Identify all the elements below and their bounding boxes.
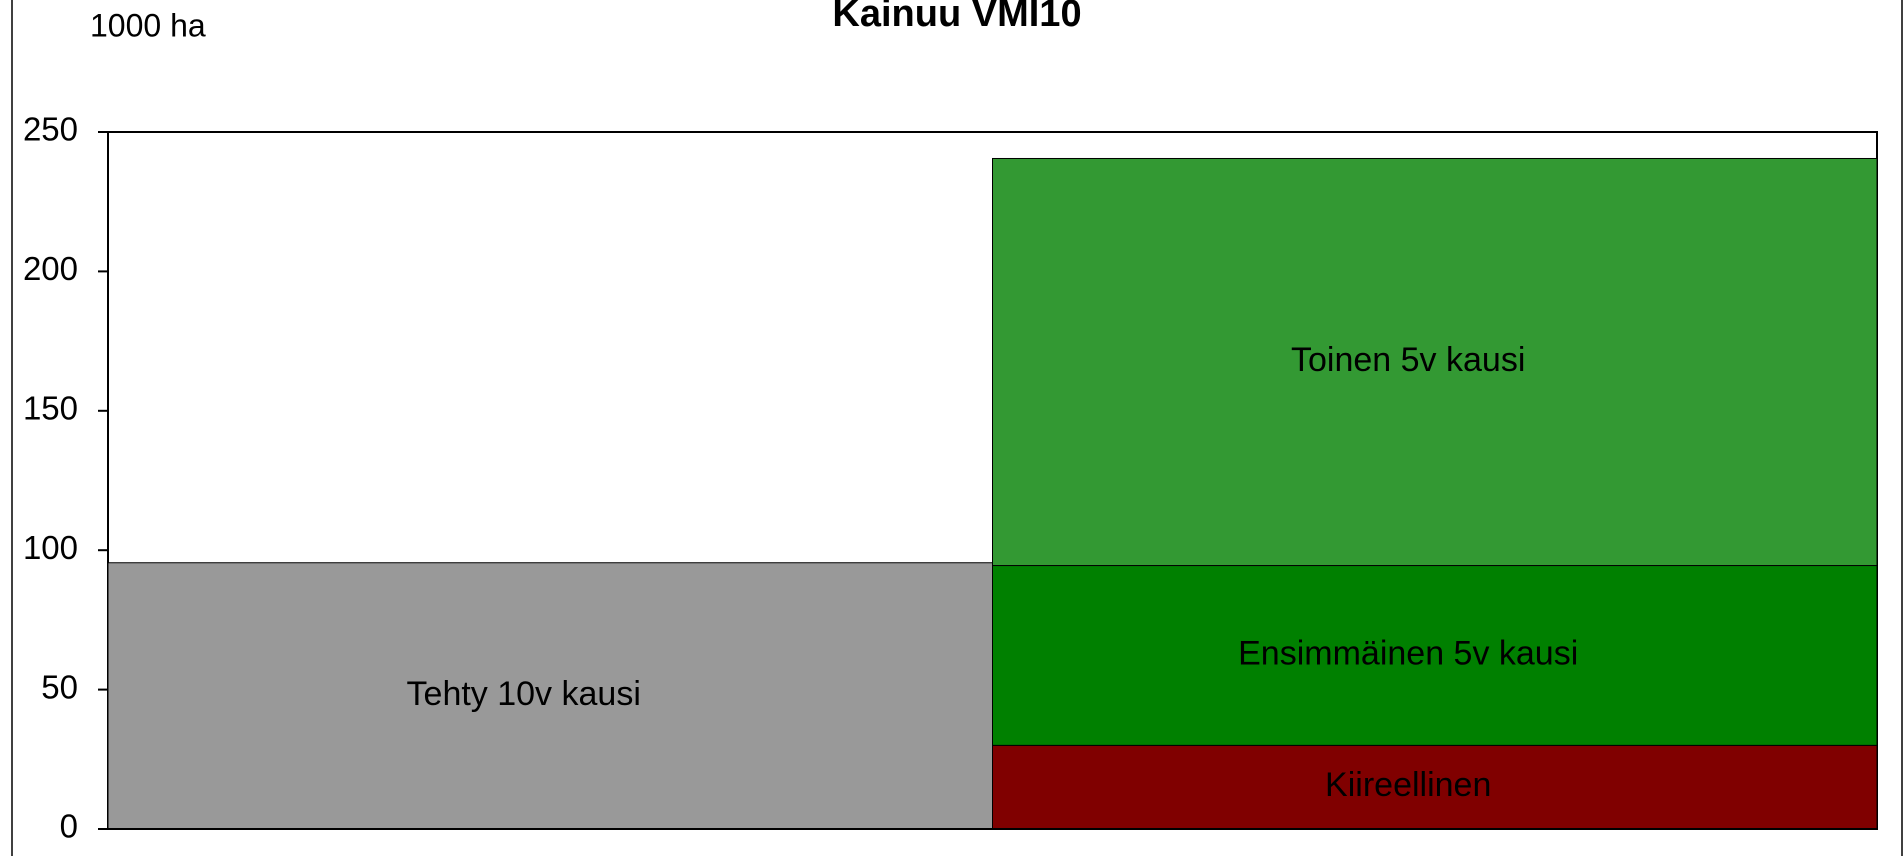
segment-label: Toinen 5v kausi [1291, 341, 1525, 379]
y-tick-label: 250 [23, 111, 78, 148]
y-axis-label: 1000 ha [90, 7, 206, 43]
segment-label: Ensimmäinen 5v kausi [1238, 634, 1578, 672]
y-tick-label: 200 [23, 250, 78, 287]
bar-segment [107, 562, 993, 830]
bar-segment [992, 744, 1878, 830]
segment-label: Tehty 10v kausi [407, 675, 641, 713]
y-tick-label: 50 [41, 668, 78, 705]
bar-segment [992, 565, 1878, 746]
segment-label: Kiireellinen [1325, 766, 1491, 804]
chart-title: Kainuu VMI10 [832, 0, 1081, 35]
y-tick-label: 100 [23, 529, 78, 566]
y-tick-label: 150 [23, 390, 78, 427]
bar-segment [992, 157, 1878, 567]
y-tick-label: 0 [60, 808, 78, 845]
